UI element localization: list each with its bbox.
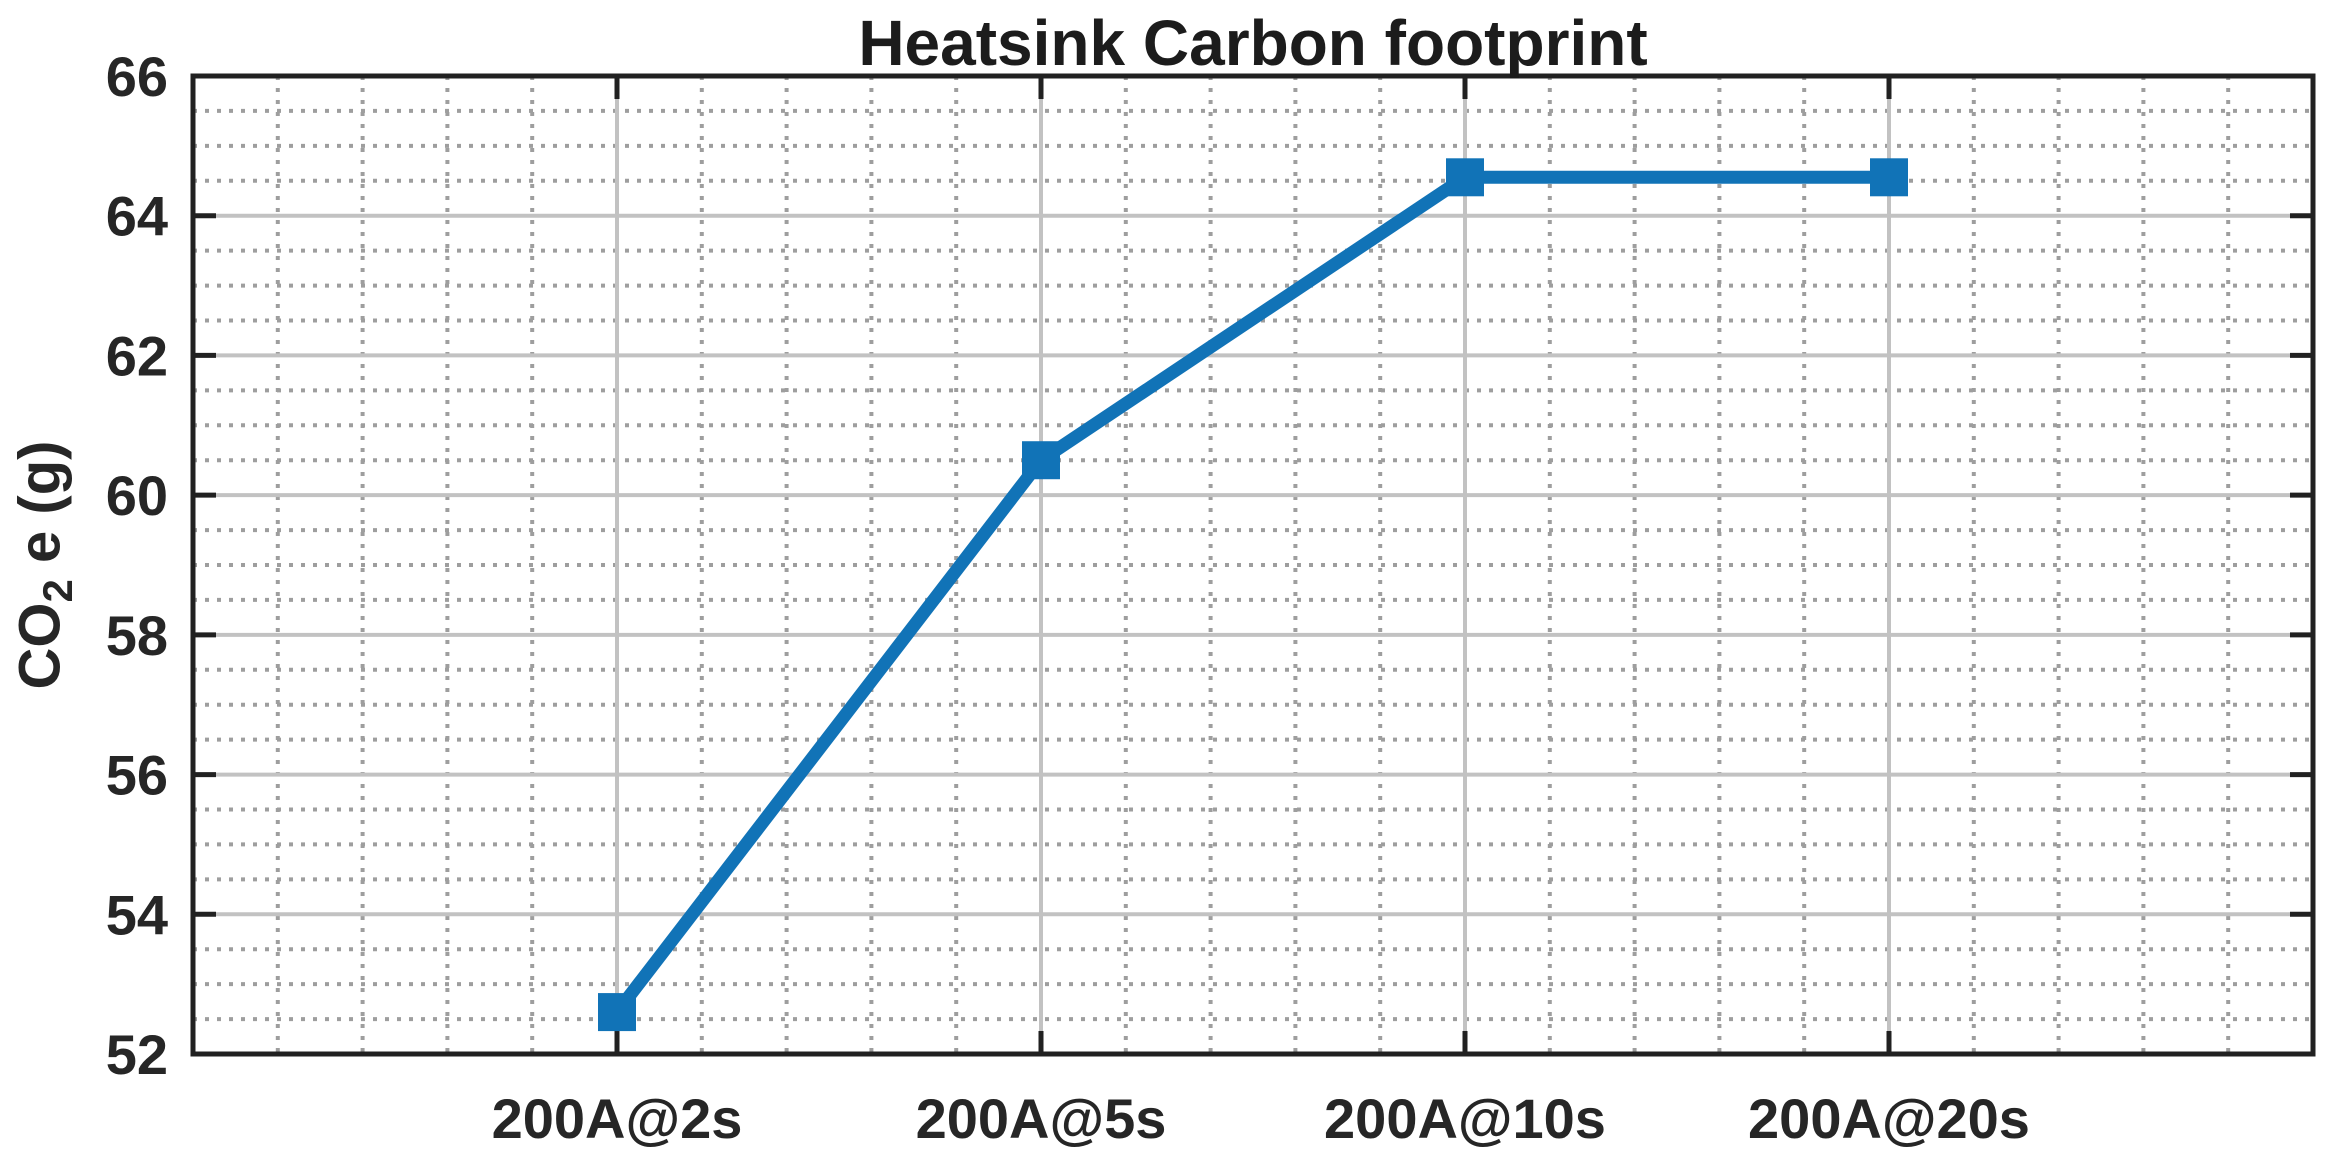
y-tick-label: 62 bbox=[106, 324, 168, 387]
data-point-marker bbox=[1022, 441, 1060, 480]
axis-box bbox=[190, 73, 2316, 1057]
ylabel-rest: e (g) bbox=[7, 440, 73, 580]
x-tick-label: 200A@20s bbox=[1748, 1087, 2030, 1150]
x-tick-label: 200A@5s bbox=[916, 1087, 1167, 1150]
x-tick-label: 200A@2s bbox=[492, 1087, 743, 1150]
chart-title: Heatsink Carbon footprint bbox=[858, 7, 1648, 79]
y-tick-label: 58 bbox=[106, 604, 168, 667]
y-tick-label: 60 bbox=[106, 464, 168, 527]
y-tick-label: 56 bbox=[106, 744, 168, 807]
data-point-marker bbox=[598, 993, 636, 1032]
y-tick-label: 66 bbox=[106, 45, 168, 108]
y-tick-label: 52 bbox=[106, 1023, 168, 1086]
ylabel-subscript: 2 bbox=[34, 579, 82, 603]
x-tick-label: 200A@10s bbox=[1324, 1087, 1606, 1150]
ylabel-base: CO bbox=[7, 602, 73, 690]
data-point-marker bbox=[1446, 158, 1484, 197]
data-line bbox=[611, 170, 1889, 1017]
y-axis-label: CO2 e (g) bbox=[7, 440, 82, 690]
y-tick-label: 64 bbox=[106, 185, 168, 248]
data-point-marker bbox=[1870, 158, 1908, 197]
y-tick-label: 54 bbox=[106, 883, 168, 946]
